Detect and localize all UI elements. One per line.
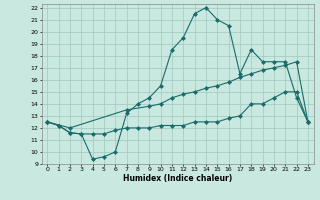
X-axis label: Humidex (Indice chaleur): Humidex (Indice chaleur)	[123, 174, 232, 183]
